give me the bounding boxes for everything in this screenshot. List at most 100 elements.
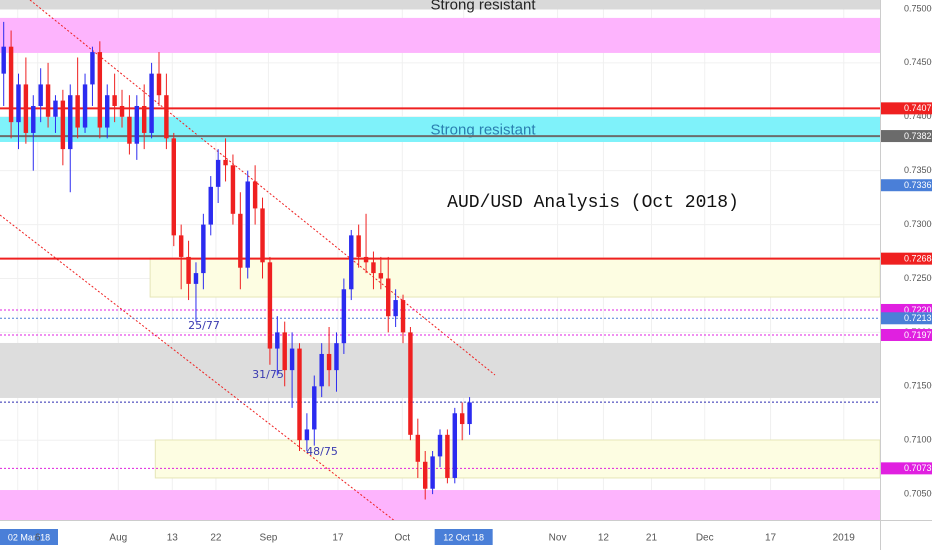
zone [0,116,880,142]
candle-body [415,434,421,462]
candle-body [208,186,213,225]
annotation: 48/75 [306,445,338,458]
candle-body [215,159,221,187]
candle-body [230,165,236,214]
zone [0,17,880,53]
x-tick-label: 12 [598,533,610,544]
price-tag-label: 0.74078 [904,103,932,113]
zone [0,0,880,10]
candle-body [422,461,428,489]
candle-body [467,402,472,425]
candle-body [378,273,384,279]
candle-body [75,95,80,128]
x-tick-highlight [434,529,493,545]
x-tick-label: 02 Mar '18 [8,532,50,542]
price-tag [881,252,932,265]
x-tick-label: 13 [167,533,179,544]
candle-body [459,413,465,425]
zone [154,439,880,479]
chart-title: AUD/USD Analysis (Oct 2018) [447,193,739,213]
candle-body [223,159,228,166]
price-tag-label: 0.73365 [904,180,932,190]
candle-body [445,434,450,478]
candle-body [82,84,88,128]
candle-body [149,73,154,133]
price-tag-label: 0.70739 [904,463,932,473]
zone-label: Strong resistant [430,0,536,14]
candle-body [1,46,6,74]
candle-body [238,213,243,268]
candle-body [31,105,36,133]
zone [0,490,880,520]
candle-body [60,100,66,150]
candle-body [127,116,132,144]
price-tag-label: 0.72208 [904,305,932,315]
x-tick-label: 17 [332,533,344,544]
price-tag-label: 0.72131 [904,313,932,323]
candle-body [23,84,29,133]
price-tag-label: 0.72684 [904,254,932,264]
candle-body [289,348,295,371]
candle-body [371,262,376,274]
candle-body [16,84,21,123]
x-tick-label: 22 [210,533,222,544]
x-tick-label: 21 [646,533,658,544]
candle-body [201,224,206,274]
candle-body [171,138,176,236]
candle-body [393,300,398,317]
candle-body [304,429,310,441]
candle-body [112,95,117,106]
candle-body [326,353,332,371]
annotation: 25/77 [188,319,220,332]
x-tick-label: Nov [549,533,567,544]
candle-body [68,95,73,150]
x-tick-label: 12 Oct '18 [443,532,484,542]
candle-body [45,84,51,117]
candle-body [319,353,324,387]
x-tick-highlight [0,529,58,545]
candle-body [105,95,110,128]
price-tag [881,102,932,115]
price-tag [881,462,932,475]
candle-body [134,105,140,144]
price-tag-label: 0.73821 [904,131,932,141]
candle-body [437,434,443,457]
candle-body [8,46,14,123]
candle-body [186,256,191,284]
candle-body [334,343,339,371]
candle-body [297,348,302,441]
candle-body [90,52,95,85]
candle-body [38,84,43,106]
candle-body [356,235,361,257]
price-tag [881,328,932,341]
candle-body [400,300,406,333]
candle-body [260,208,265,263]
candle-body [245,181,250,268]
candle-body [341,289,347,344]
candle-body [312,386,317,430]
candle-body [97,52,103,128]
candle-body [267,262,273,349]
overlay: 02 Mar '186 Aug 13 22 Sep 17 Oct 12 Oct '18 Nov 1… [0,193,855,545]
annotation: 31/75 [252,368,284,381]
candle-body [349,235,354,290]
x-tick-label: Oct [395,533,411,544]
candle-body [156,73,162,96]
zone-label: Strong resistant [430,121,536,138]
price-tag [881,312,932,325]
price-tag [881,130,932,143]
price-tag-label: 0.71976 [904,330,932,340]
candle-body [408,332,413,435]
candle-body [386,278,391,317]
x-tick-label: 17 [765,533,777,544]
price-tag [881,179,932,192]
x-tick-label: 2019 [833,533,856,544]
x-tick-label: Dec [696,533,714,544]
